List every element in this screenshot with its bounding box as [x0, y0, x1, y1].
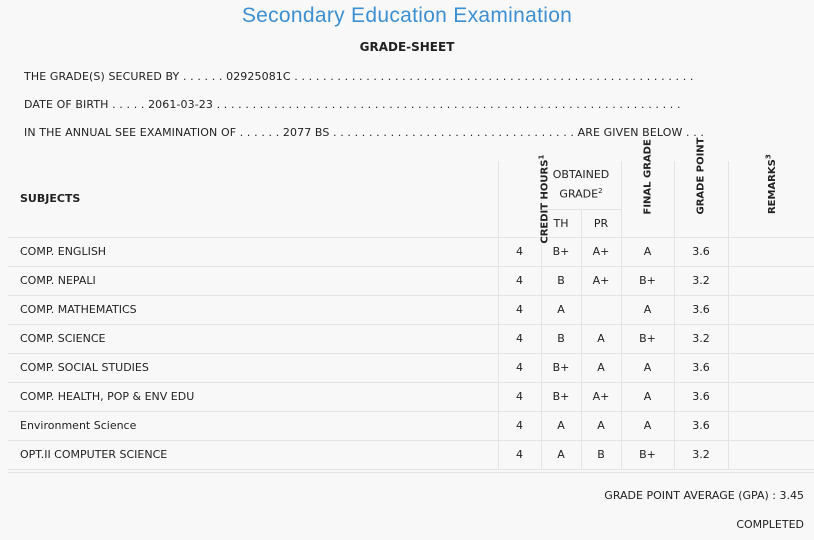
credit-hours-cell: 4: [498, 382, 542, 412]
grade-sheet-heading: GRADE-SHEET: [359, 40, 455, 54]
pr-grade-cell: A: [581, 353, 622, 383]
remarks-cell: [728, 353, 814, 383]
remarks-cell: [728, 324, 814, 354]
th-header: TH: [541, 209, 582, 238]
th-grade-cell: A: [541, 295, 582, 325]
grade-point-cell: 3.6: [674, 295, 729, 325]
remarks-cell: [728, 440, 814, 470]
exam-line: IN THE ANNUAL SEE EXAMINATION OF . . . .…: [24, 126, 705, 139]
pr-grade-cell: A: [581, 324, 622, 354]
table-row: Environment Science 4 A A A 3.6: [8, 411, 814, 441]
gpa-text: GRADE POINT AVERAGE (GPA) : 3.45: [604, 489, 804, 502]
table-row: OPT.II COMPUTER SCIENCE 4 A B B+ 3.2: [8, 440, 814, 470]
remarks-cell: [728, 266, 814, 296]
obtained-grade-header: OBTAINED GRADE2: [541, 161, 622, 210]
table-row: COMP. HEALTH, POP & ENV EDU 4 B+ A+ A 3.6: [8, 382, 814, 412]
grade-point-cell: 3.2: [674, 440, 729, 470]
pr-grade-cell: A+: [581, 237, 622, 267]
final-grade-header: FINAL GRADE: [621, 139, 675, 238]
subject-cell: COMP. NEPALI: [8, 266, 499, 296]
page-title: Secondary Education Examination: [241, 4, 573, 27]
credit-hours-cell: 4: [498, 440, 542, 470]
final-grade-cell: A: [621, 237, 675, 267]
subject-cell: COMP. HEALTH, POP & ENV EDU: [8, 382, 499, 412]
subject-cell: Environment Science: [8, 411, 499, 441]
grades-table: SUBJECTS CREDIT HOURS1 OBTAINED GRADE2 F…: [8, 138, 814, 470]
credit-hours-cell: 4: [498, 266, 542, 296]
grades-table-container: SUBJECTS CREDIT HOURS1 OBTAINED GRADE2 F…: [8, 138, 814, 471]
subject-cell: COMP. MATHEMATICS: [8, 295, 499, 325]
grade-point-cell: 3.6: [674, 382, 729, 412]
pr-header: PR: [581, 209, 622, 238]
credit-hours-cell: 4: [498, 411, 542, 441]
grade-point-cell: 3.2: [674, 324, 729, 354]
remarks-cell: [728, 411, 814, 441]
remarks-cell: [728, 295, 814, 325]
credit-hours-cell: 4: [498, 237, 542, 267]
th-grade-cell: B+: [541, 382, 582, 412]
final-grade-cell: B+: [621, 324, 675, 354]
subject-cell: COMP. SOCIAL STUDIES: [8, 353, 499, 383]
status-text: COMPLETED: [736, 518, 804, 531]
credit-hours-cell: 4: [498, 324, 542, 354]
th-grade-cell: A: [541, 440, 582, 470]
remarks-cell: [728, 237, 814, 267]
final-grade-cell: A: [621, 411, 675, 441]
credit-hours-header: CREDIT HOURS1: [498, 154, 550, 243]
final-grade-cell: A: [621, 295, 675, 325]
th-grade-cell: B+: [541, 353, 582, 383]
th-grade-cell: B: [541, 266, 582, 296]
credit-hours-cell: 4: [498, 295, 542, 325]
th-grade-cell: A: [541, 411, 582, 441]
grade-point-cell: 3.6: [674, 411, 729, 441]
table-row: COMP. MATHEMATICS 4 A A 3.6: [8, 295, 814, 325]
grade-point-cell: 3.6: [674, 237, 729, 267]
final-grade-cell: A: [621, 353, 675, 383]
grade-point-cell: 3.6: [674, 353, 729, 383]
subject-cell: COMP. ENGLISH: [8, 237, 499, 267]
table-row: COMP. ENGLISH 4 B+ A+ A 3.6: [8, 237, 814, 267]
subject-cell: OPT.II COMPUTER SCIENCE: [8, 440, 499, 470]
th-grade-cell: B: [541, 324, 582, 354]
pr-grade-cell: A+: [581, 266, 622, 296]
credit-hours-cell: 4: [498, 353, 542, 383]
grade-point-cell: 3.2: [674, 266, 729, 296]
subjects-header: SUBJECTS: [8, 161, 499, 238]
pr-grade-cell: A: [581, 411, 622, 441]
final-grade-cell: A: [621, 382, 675, 412]
th-grade-cell: B+: [541, 237, 582, 267]
table-row: COMP. SCIENCE 4 B A B+ 3.2: [8, 324, 814, 354]
date-of-birth-line: DATE OF BIRTH . . . . . 2061-03-23 . . .…: [24, 98, 681, 111]
pr-grade-cell: B: [581, 440, 622, 470]
footer-panel: [8, 472, 814, 540]
secured-by-line: THE GRADE(S) SECURED BY . . . . . . 0292…: [24, 70, 694, 83]
final-grade-cell: B+: [621, 440, 675, 470]
final-grade-cell: B+: [621, 266, 675, 296]
subject-cell: COMP. SCIENCE: [8, 324, 499, 354]
pr-grade-cell: [581, 295, 622, 325]
table-row: COMP. NEPALI 4 B A+ B+ 3.2: [8, 266, 814, 296]
pr-grade-cell: A+: [581, 382, 622, 412]
grade-point-header: GRADE POINT: [674, 138, 729, 238]
remarks-header: REMARKS3: [728, 154, 814, 238]
remarks-cell: [728, 382, 814, 412]
table-row: COMP. SOCIAL STUDIES 4 B+ A A 3.6: [8, 353, 814, 383]
